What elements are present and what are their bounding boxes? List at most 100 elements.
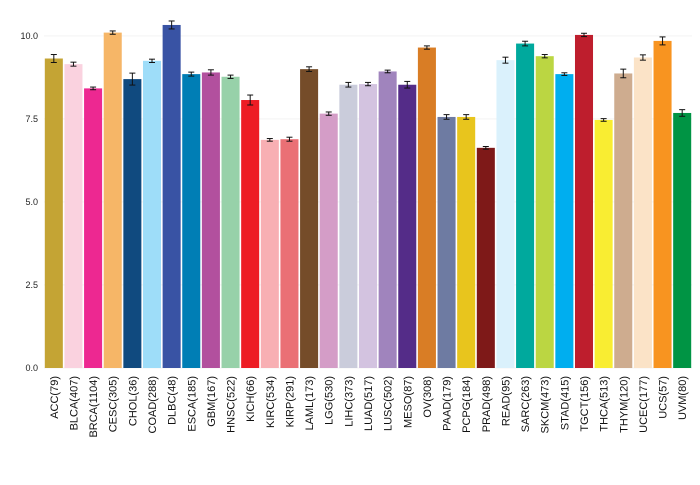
x-tick-label: LAML(173) [304, 376, 316, 430]
x-tick-label: PRAD(498) [481, 376, 493, 432]
bar-coad [142, 60, 162, 368]
bar-kirc [260, 139, 279, 368]
bar-gbm [201, 72, 220, 369]
bar-paad [437, 116, 456, 368]
error-bar [482, 146, 489, 150]
bar-chol [123, 79, 142, 369]
x-tick-label: SKCM(473) [540, 376, 552, 433]
x-tick-label: OV(308) [422, 376, 434, 418]
bar-dlbc [162, 24, 181, 369]
bar-tgct [574, 34, 594, 368]
x-tick-label: MESO(87) [402, 376, 414, 428]
x-tick-label: KIRP(291) [284, 376, 296, 427]
bar-meso [398, 84, 417, 368]
x-tick-label: HNSC(522) [226, 376, 238, 433]
bar-laml [300, 69, 319, 368]
error-bar [561, 72, 568, 76]
x-tick-label: BRCA(1104) [88, 376, 100, 438]
error-bar [620, 68, 627, 79]
bar-pcpg [457, 116, 476, 368]
bar-stad [555, 74, 574, 368]
x-tick-label: DLBC(48) [167, 376, 179, 425]
bar-brca [84, 88, 103, 368]
bar-thca [594, 119, 613, 368]
y-tick-label: 7.5 [25, 114, 38, 124]
bar-esca [182, 74, 201, 368]
x-tick-label: PAAD(179) [442, 376, 454, 431]
error-bar [149, 58, 155, 63]
x-tick-label: PCPG(184) [461, 376, 473, 433]
error-bar-layer [50, 20, 686, 150]
error-bar [306, 66, 313, 72]
error-bar [50, 54, 57, 63]
error-bar [286, 136, 293, 142]
x-tick-label: THYM(120) [618, 376, 630, 433]
bar-ucec [633, 57, 652, 369]
bar-layer [44, 24, 692, 369]
y-tick-label: 2.5 [25, 280, 38, 290]
bar-read [496, 60, 515, 368]
x-tick-label: UCEC(177) [638, 376, 650, 433]
bar-prad [476, 147, 495, 368]
bar-cesc [103, 32, 122, 369]
error-bar [404, 80, 411, 89]
error-bar [188, 71, 195, 77]
x-tick-label: COAD(288) [147, 376, 159, 433]
x-tick-label: GBM(167) [206, 376, 218, 427]
x-tick-label: LUSC(502) [383, 376, 395, 431]
bar-kich [241, 100, 260, 369]
x-axis-ticks: ACC(79) BLCA(407) BRCA(1104) CESC(305) CHOL(… [49, 376, 689, 438]
x-tick-label: UVM(80) [677, 376, 689, 420]
x-tick-label: LGG(530) [324, 376, 336, 425]
bar-blca [64, 64, 83, 368]
x-tick-label: UCS(57) [658, 376, 670, 419]
error-bar [70, 61, 77, 67]
error-bar [659, 36, 666, 46]
bar-acc [44, 58, 63, 368]
y-tick-label: 10.0 [20, 31, 38, 41]
x-tick-label: READ(95) [500, 376, 512, 426]
x-tick-label: CHOL(36) [127, 376, 139, 426]
error-bar [247, 94, 254, 106]
x-tick-label: ACC(79) [49, 376, 61, 419]
error-bar [443, 114, 450, 120]
error-bar [227, 74, 234, 79]
bar-skcm [535, 56, 554, 369]
bar-lgg [319, 113, 338, 368]
error-bar [266, 138, 273, 142]
bar-hnsc [221, 76, 240, 369]
bar-sarc [516, 43, 535, 369]
x-tick-label: CESC(305) [108, 376, 120, 432]
x-tick-label: KICH(66) [245, 376, 257, 422]
error-bar [679, 109, 686, 117]
x-tick-label: STAD(415) [559, 376, 571, 430]
x-tick-label: TGCT(156) [579, 376, 591, 432]
bar-ov [417, 47, 436, 368]
error-bar [639, 54, 646, 61]
x-tick-label: SARC(263) [520, 376, 532, 432]
error-bar [207, 69, 214, 76]
y-tick-label: 5.0 [25, 197, 38, 207]
error-bar [463, 114, 470, 120]
error-bar [325, 111, 332, 116]
bar-kirp [280, 139, 299, 368]
x-tick-label: THCA(513) [599, 376, 611, 432]
bar-lusc [378, 71, 397, 368]
x-tick-label: KIRC(534) [265, 376, 277, 428]
error-bar [423, 45, 430, 50]
error-bar [600, 118, 607, 122]
error-bar [502, 56, 509, 64]
bar-uvm [673, 112, 692, 368]
error-bar [365, 81, 371, 87]
error-bar [90, 86, 97, 91]
bar-ucs [653, 40, 672, 368]
error-bar [129, 72, 136, 86]
error-bar [522, 40, 529, 47]
error-bar [345, 81, 352, 88]
y-tick-label: 0.0 [25, 363, 38, 373]
bar-luad [358, 84, 378, 368]
x-tick-label: BLCA(407) [68, 376, 80, 430]
error-bar [541, 54, 548, 59]
